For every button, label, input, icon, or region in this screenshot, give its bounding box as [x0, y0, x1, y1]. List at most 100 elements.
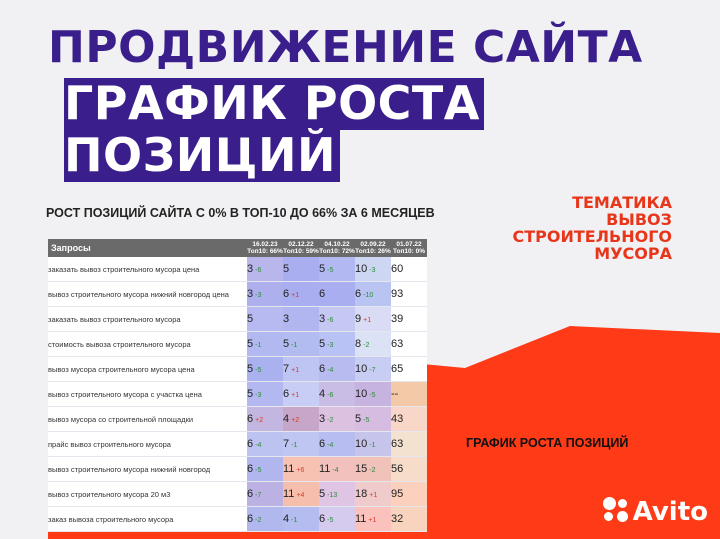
top10: Топ10: 59% — [283, 248, 319, 255]
position-value: 9 — [355, 313, 362, 325]
position-change: +2 — [255, 417, 264, 424]
position-cell: -- — [391, 381, 427, 407]
table-row: прайс вывоз строительного мусора 6 -4 7 -1 6-… — [48, 431, 427, 457]
top10: Топ10: 66% — [247, 248, 283, 255]
position-cell: 6 — [319, 281, 355, 307]
position-cell: 5 -5 — [355, 406, 391, 432]
position-cell: 3 -3 — [247, 281, 283, 307]
position-cell: 65 — [391, 356, 427, 382]
table-row: вывоз строительного мусора нижний новгор… — [48, 456, 427, 482]
position-cell: 3 -2 — [319, 406, 355, 432]
table-row: стоимость вывоза строительного мусора 5 -1… — [48, 331, 427, 357]
date-column-header: 01.07.22 Топ10: 0% — [391, 239, 427, 257]
growth-chart-label: ГРАФИК РОСТА ПОЗИЦИЙ — [466, 436, 629, 450]
position-cell: 6 -7 — [247, 481, 283, 507]
position-cell: 6 -5 — [247, 456, 283, 482]
position-cell: 3 — [283, 306, 319, 332]
position-value: 3 — [319, 413, 326, 425]
position-cell: 11 +1 — [355, 506, 391, 532]
position-change: -3 — [255, 392, 262, 399]
theme-line: СТРОИТЕЛЬНОГО — [512, 227, 673, 246]
position-value: 6 — [247, 513, 254, 525]
position-cell: 6 -4 — [319, 356, 355, 382]
position-value: 5 — [283, 338, 290, 350]
position-change: -4 — [327, 442, 334, 449]
position-change: -4 — [332, 467, 339, 474]
position-cell: 5 — [283, 257, 319, 282]
position-change: +1 — [291, 392, 300, 399]
position-cell: 18 +1 — [355, 481, 391, 507]
position-change: +1 — [291, 292, 300, 299]
position-cell: 4 -6 — [319, 381, 355, 407]
table-row: вывоз строительного мусора с участка цен… — [48, 381, 427, 407]
page-title-line2: ГРАФИК РОСТА — [64, 76, 480, 130]
position-value: 10 — [355, 388, 368, 400]
title-highlight — [64, 130, 340, 182]
table-row: заказать вывоз строительного мусора 5 3 3 -6… — [48, 306, 427, 332]
position-cell: 63 — [391, 331, 427, 357]
position-change: -5 — [327, 267, 334, 274]
position-change: -2 — [327, 417, 334, 424]
top10: Топ10: 0% — [392, 248, 426, 255]
date-column-header: 02.12.22 Топ10: 59% — [283, 239, 319, 257]
position-change: -10 — [363, 292, 374, 299]
date: 02.12.22 — [288, 241, 314, 248]
query-cell: вывоз строительного мусора 20 м3 — [48, 481, 247, 507]
position-change: -2 — [363, 342, 370, 349]
position-change: +4 — [296, 492, 305, 499]
position-value: 6 — [319, 513, 326, 525]
position-cell: 5 -5 — [247, 356, 283, 382]
position-cell: 60 — [391, 257, 427, 282]
position-value: 3 — [319, 313, 326, 325]
position-value: 3 — [247, 288, 254, 300]
theme-line: МУСОРА — [594, 244, 672, 263]
position-change: -6 — [255, 267, 262, 274]
query-cell: заказать вывоз строительного мусора цена — [48, 257, 247, 282]
position-value: 3 — [283, 313, 290, 325]
position-change: -1 — [255, 342, 262, 349]
table-row: заказать вывоз строительного мусора цена… — [48, 257, 427, 282]
query-column-header: Запросы — [48, 239, 247, 257]
position-value: 5 — [247, 313, 254, 325]
position-change: +1 — [368, 517, 377, 524]
date: 02.09.22 — [360, 241, 386, 248]
position-cell: 4 -1 — [283, 506, 319, 532]
position-cell: 6 -4 — [247, 431, 283, 457]
position-cell: 5 -13 — [319, 481, 355, 507]
position-cell: 10 -1 — [355, 431, 391, 457]
position-change: -3 — [369, 267, 376, 274]
positions-table: Запросы 16.02.23 Топ10: 66% 02.12.22 Топ10… — [48, 239, 427, 532]
position-change: +1 — [363, 317, 372, 324]
position-cell: 15 -2 — [355, 456, 391, 482]
position-value: 6 — [319, 288, 326, 300]
position-value: 65 — [391, 363, 404, 375]
position-change: -1 — [291, 442, 298, 449]
position-cell: 8 -2 — [355, 331, 391, 357]
position-value: 10 — [355, 438, 368, 450]
query-cell: заказать вывоз строительного мусора — [48, 306, 247, 332]
position-value: 5 — [355, 413, 362, 425]
position-value: 6 — [247, 488, 254, 500]
position-change: -5 — [363, 417, 370, 424]
position-cell: 10 -5 — [355, 381, 391, 407]
position-cell: 6 -5 — [319, 506, 355, 532]
position-value: 6 — [283, 288, 290, 300]
position-cell: 95 — [391, 481, 427, 507]
table-row: вывоз мусора со строительной площадки 6 +2… — [48, 406, 427, 432]
position-change: -5 — [255, 467, 262, 474]
position-cell: 43 — [391, 406, 427, 432]
position-cell: 5 -1 — [247, 331, 283, 357]
date: 16.02.23 — [252, 241, 278, 248]
position-value: 56 — [391, 463, 404, 475]
position-value: 11 — [319, 463, 331, 475]
position-value: 32 — [391, 513, 404, 525]
subtitle: РОСТ ПОЗИЦИЙ САЙТА С 0% В ТОП-10 ДО 66% … — [46, 206, 435, 220]
theme-block: ТЕМАТИКА ВЫВОЗ СТРОИТЕЛЬНОГО МУСОРА — [513, 194, 673, 262]
position-cell: 11 +4 — [283, 481, 319, 507]
position-value: 6 — [355, 288, 362, 300]
page-title-line3: ПОЗИЦИЙ — [64, 128, 336, 182]
position-value: 11 — [283, 463, 295, 475]
position-change: -1 — [291, 517, 298, 524]
position-cell: 4 +2 — [283, 406, 319, 432]
position-cell: 10 -7 — [355, 356, 391, 382]
